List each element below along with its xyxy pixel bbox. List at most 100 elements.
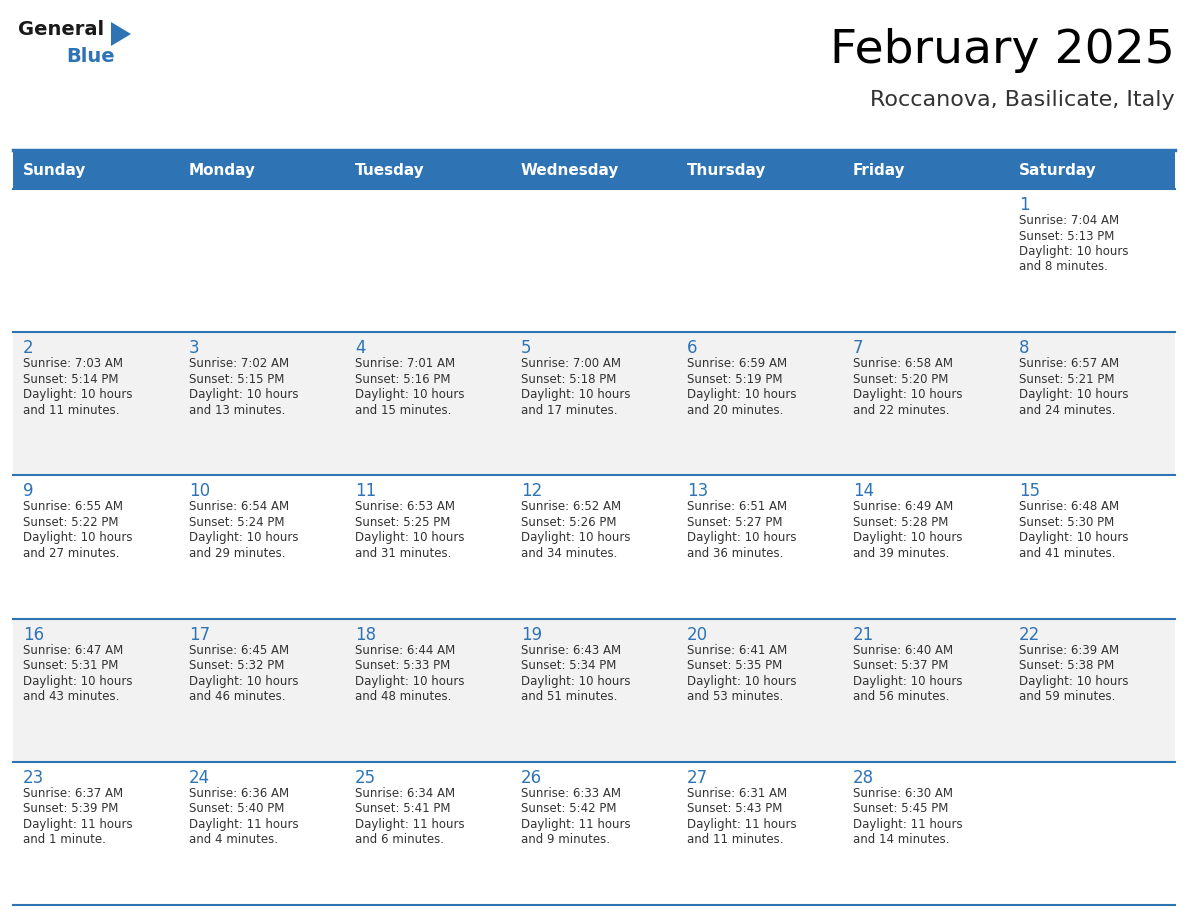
Text: Sunset: 5:35 PM: Sunset: 5:35 PM [687, 659, 782, 672]
Bar [511, 762, 677, 905]
Text: Sunday: Sunday [23, 163, 87, 178]
Text: Daylight: 10 hours: Daylight: 10 hours [1019, 532, 1129, 544]
Text: 20: 20 [687, 625, 708, 644]
Text: Daylight: 10 hours: Daylight: 10 hours [23, 532, 133, 544]
Bar [179, 762, 345, 905]
Bar [345, 332, 511, 476]
Text: Sunset: 5:41 PM: Sunset: 5:41 PM [355, 802, 450, 815]
Text: 13: 13 [687, 482, 708, 500]
Text: Daylight: 10 hours: Daylight: 10 hours [189, 532, 298, 544]
Text: 21: 21 [853, 625, 874, 644]
Text: and 8 minutes.: and 8 minutes. [1019, 261, 1108, 274]
Text: 6: 6 [687, 339, 697, 357]
Text: Sunset: 5:14 PM: Sunset: 5:14 PM [23, 373, 119, 386]
Text: 10: 10 [189, 482, 210, 500]
Text: Sunset: 5:25 PM: Sunset: 5:25 PM [355, 516, 450, 529]
Text: Daylight: 10 hours: Daylight: 10 hours [853, 675, 962, 688]
Bar [13, 762, 179, 905]
Text: Sunset: 5:45 PM: Sunset: 5:45 PM [853, 802, 948, 815]
Bar [843, 476, 1009, 619]
Bar [1009, 762, 1175, 905]
Text: 12: 12 [522, 482, 542, 500]
Text: Sunset: 5:13 PM: Sunset: 5:13 PM [1019, 230, 1114, 242]
Text: Daylight: 11 hours: Daylight: 11 hours [853, 818, 962, 831]
Text: Sunset: 5:34 PM: Sunset: 5:34 PM [522, 659, 617, 672]
Bar [677, 619, 843, 762]
Text: General: General [18, 20, 105, 39]
Text: Sunrise: 7:03 AM: Sunrise: 7:03 AM [23, 357, 124, 370]
Bar [179, 189, 345, 332]
Text: Sunset: 5:42 PM: Sunset: 5:42 PM [522, 802, 617, 815]
Bar [843, 762, 1009, 905]
Bar [13, 619, 179, 762]
Text: Daylight: 10 hours: Daylight: 10 hours [522, 675, 631, 688]
Text: 1: 1 [1019, 196, 1030, 214]
Text: and 39 minutes.: and 39 minutes. [853, 547, 949, 560]
Text: Daylight: 10 hours: Daylight: 10 hours [522, 388, 631, 401]
Text: Daylight: 10 hours: Daylight: 10 hours [23, 675, 133, 688]
Bar [13, 332, 179, 476]
Text: Sunset: 5:21 PM: Sunset: 5:21 PM [1019, 373, 1114, 386]
Bar [1009, 619, 1175, 762]
Bar [511, 476, 677, 619]
Text: Sunset: 5:26 PM: Sunset: 5:26 PM [522, 516, 617, 529]
Text: Sunset: 5:28 PM: Sunset: 5:28 PM [853, 516, 948, 529]
Bar [179, 332, 345, 476]
Text: Daylight: 11 hours: Daylight: 11 hours [355, 818, 465, 831]
Text: Sunset: 5:37 PM: Sunset: 5:37 PM [853, 659, 948, 672]
Text: 7: 7 [853, 339, 864, 357]
Text: Sunrise: 6:48 AM: Sunrise: 6:48 AM [1019, 500, 1119, 513]
Bar [511, 619, 677, 762]
Bar [179, 619, 345, 762]
Text: 23: 23 [23, 768, 44, 787]
Text: and 9 minutes.: and 9 minutes. [522, 834, 609, 846]
Text: Daylight: 11 hours: Daylight: 11 hours [189, 818, 298, 831]
Text: 27: 27 [687, 768, 708, 787]
Text: and 24 minutes.: and 24 minutes. [1019, 404, 1116, 417]
Text: Sunrise: 6:39 AM: Sunrise: 6:39 AM [1019, 644, 1119, 656]
Bar [511, 189, 677, 332]
Text: Sunrise: 7:01 AM: Sunrise: 7:01 AM [355, 357, 455, 370]
Text: Sunrise: 6:30 AM: Sunrise: 6:30 AM [853, 787, 953, 800]
Text: Sunset: 5:38 PM: Sunset: 5:38 PM [1019, 659, 1114, 672]
Text: 19: 19 [522, 625, 542, 644]
Text: and 56 minutes.: and 56 minutes. [853, 690, 949, 703]
Text: and 11 minutes.: and 11 minutes. [23, 404, 120, 417]
Text: Sunrise: 6:43 AM: Sunrise: 6:43 AM [522, 644, 621, 656]
Bar [345, 619, 511, 762]
Text: and 15 minutes.: and 15 minutes. [355, 404, 451, 417]
Text: Monday: Monday [189, 163, 255, 178]
Bar [345, 762, 511, 905]
Text: Sunrise: 6:37 AM: Sunrise: 6:37 AM [23, 787, 124, 800]
Text: Sunset: 5:16 PM: Sunset: 5:16 PM [355, 373, 450, 386]
Bar [13, 476, 179, 619]
Bar [677, 189, 843, 332]
Bar [843, 619, 1009, 762]
Text: Daylight: 10 hours: Daylight: 10 hours [853, 532, 962, 544]
Text: Sunset: 5:20 PM: Sunset: 5:20 PM [853, 373, 948, 386]
Text: 28: 28 [853, 768, 874, 787]
Text: 8: 8 [1019, 339, 1030, 357]
Text: Daylight: 10 hours: Daylight: 10 hours [1019, 675, 1129, 688]
Text: Daylight: 10 hours: Daylight: 10 hours [687, 675, 796, 688]
Text: and 6 minutes.: and 6 minutes. [355, 834, 444, 846]
Text: 4: 4 [355, 339, 366, 357]
Text: Sunset: 5:19 PM: Sunset: 5:19 PM [687, 373, 783, 386]
Text: Daylight: 11 hours: Daylight: 11 hours [522, 818, 631, 831]
Text: Thursday: Thursday [687, 163, 766, 178]
Text: Sunset: 5:33 PM: Sunset: 5:33 PM [355, 659, 450, 672]
Text: Daylight: 11 hours: Daylight: 11 hours [687, 818, 797, 831]
Text: Daylight: 10 hours: Daylight: 10 hours [355, 675, 465, 688]
Text: Sunrise: 6:58 AM: Sunrise: 6:58 AM [853, 357, 953, 370]
Text: Sunset: 5:18 PM: Sunset: 5:18 PM [522, 373, 617, 386]
Text: Sunrise: 6:36 AM: Sunrise: 6:36 AM [189, 787, 289, 800]
Text: Sunrise: 6:41 AM: Sunrise: 6:41 AM [687, 644, 788, 656]
Text: 2: 2 [23, 339, 33, 357]
Text: 22: 22 [1019, 625, 1041, 644]
Text: Sunset: 5:39 PM: Sunset: 5:39 PM [23, 802, 119, 815]
Text: and 20 minutes.: and 20 minutes. [687, 404, 783, 417]
Text: and 41 minutes.: and 41 minutes. [1019, 547, 1116, 560]
Text: Daylight: 10 hours: Daylight: 10 hours [23, 388, 133, 401]
Text: Daylight: 11 hours: Daylight: 11 hours [23, 818, 133, 831]
Text: 5: 5 [522, 339, 531, 357]
